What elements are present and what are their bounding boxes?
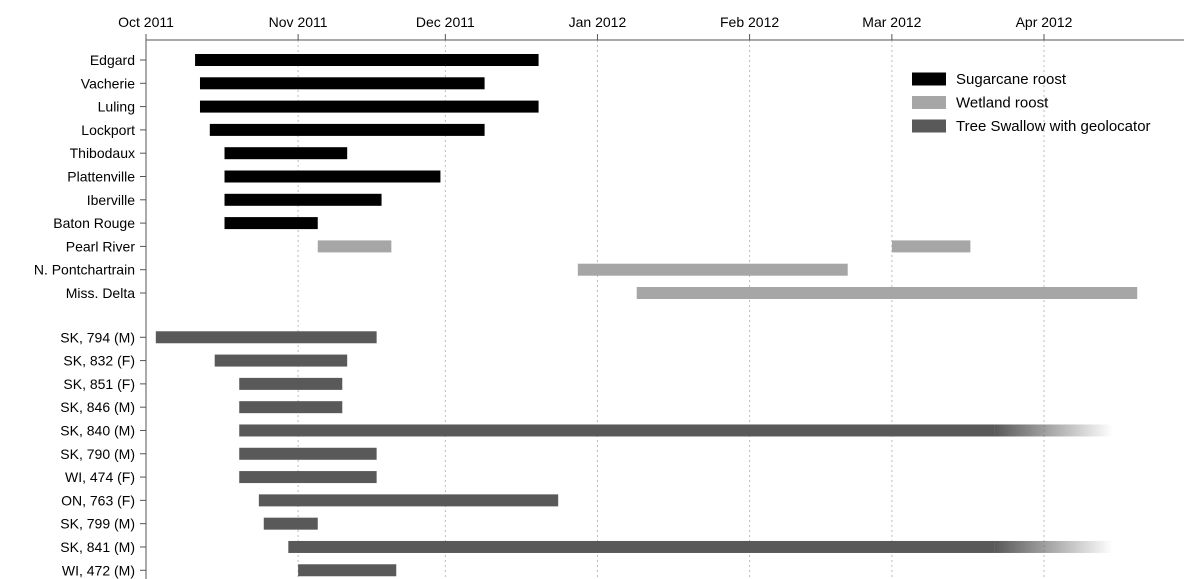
row-label: SK, 851 (F) bbox=[63, 376, 135, 392]
x-tick-label: Apr 2012 bbox=[1016, 14, 1073, 30]
bar bbox=[209, 123, 485, 136]
bar bbox=[195, 54, 539, 66]
bar-fade bbox=[994, 540, 1113, 553]
row-label: SK, 841 (M) bbox=[60, 539, 135, 555]
bar bbox=[224, 217, 318, 230]
row-label: Luling bbox=[98, 99, 135, 115]
row-label: SK, 840 (M) bbox=[60, 422, 135, 438]
legend-swatch bbox=[912, 96, 946, 109]
row-label: SK, 846 (M) bbox=[60, 399, 135, 415]
row-label: WI, 472 (M) bbox=[62, 562, 135, 578]
bar bbox=[199, 100, 539, 113]
row-label: Plattenville bbox=[67, 169, 135, 185]
rows: Edgard Vacherie Luling Lockport Thibodaux Pla… bbox=[34, 52, 1138, 578]
row-label: WI, 474 (F) bbox=[65, 469, 135, 485]
bar bbox=[577, 263, 848, 276]
bar bbox=[317, 240, 392, 253]
x-tick-label: Jan 2012 bbox=[569, 14, 627, 30]
legend: Sugarcane roost Wetland roost Tree Swallow… bbox=[912, 71, 1151, 135]
row-label: ON, 763 (F) bbox=[61, 492, 135, 508]
row-label: SK, 832 (F) bbox=[63, 353, 135, 369]
row-label: Iberville bbox=[87, 192, 135, 208]
bar bbox=[298, 564, 397, 577]
x-tick-label: Feb 2012 bbox=[720, 14, 779, 30]
bar bbox=[224, 147, 348, 160]
bar bbox=[263, 517, 318, 530]
x-axis: Oct 2011 Nov 2011 Dec 2011 Jan 2012 Feb 2012… bbox=[118, 14, 1184, 579]
bar bbox=[214, 354, 348, 367]
row-label: Vacherie bbox=[81, 75, 135, 91]
x-tick-label: Oct 2011 bbox=[118, 14, 174, 30]
bar bbox=[239, 401, 343, 414]
x-tick-label: Mar 2012 bbox=[862, 14, 921, 30]
row-label: SK, 794 (M) bbox=[60, 329, 135, 345]
bar bbox=[636, 287, 1138, 299]
row-label: SK, 799 (M) bbox=[60, 516, 135, 532]
row-label: N. Pontchartrain bbox=[34, 262, 135, 278]
x-tick-label: Dec 2011 bbox=[416, 14, 475, 30]
bar-fade bbox=[994, 424, 1113, 437]
row-label: Baton Rouge bbox=[53, 215, 135, 231]
row-label: Pearl River bbox=[66, 238, 136, 254]
bar bbox=[288, 540, 995, 553]
row-label: SK, 790 (M) bbox=[60, 446, 135, 462]
legend-swatch bbox=[912, 119, 946, 133]
legend-label: Tree Swallow with geolocator bbox=[956, 118, 1151, 135]
legend-label: Wetland roost bbox=[956, 95, 1049, 112]
bar bbox=[239, 377, 343, 390]
row-label: Thibodaux bbox=[70, 145, 135, 161]
row-label: Edgard bbox=[90, 52, 135, 68]
x-tick-label: Nov 2011 bbox=[269, 14, 328, 30]
bar bbox=[199, 77, 485, 90]
bar bbox=[891, 240, 971, 253]
bar bbox=[239, 424, 995, 437]
bar bbox=[239, 447, 377, 460]
legend-label: Sugarcane roost bbox=[956, 71, 1067, 88]
bar bbox=[258, 494, 559, 507]
bar bbox=[239, 471, 377, 484]
row-label: Lockport bbox=[81, 122, 135, 138]
legend-swatch bbox=[912, 72, 946, 86]
row-label: Miss. Delta bbox=[66, 285, 135, 301]
bar bbox=[155, 331, 377, 344]
bar bbox=[224, 193, 382, 206]
bar bbox=[224, 170, 441, 183]
